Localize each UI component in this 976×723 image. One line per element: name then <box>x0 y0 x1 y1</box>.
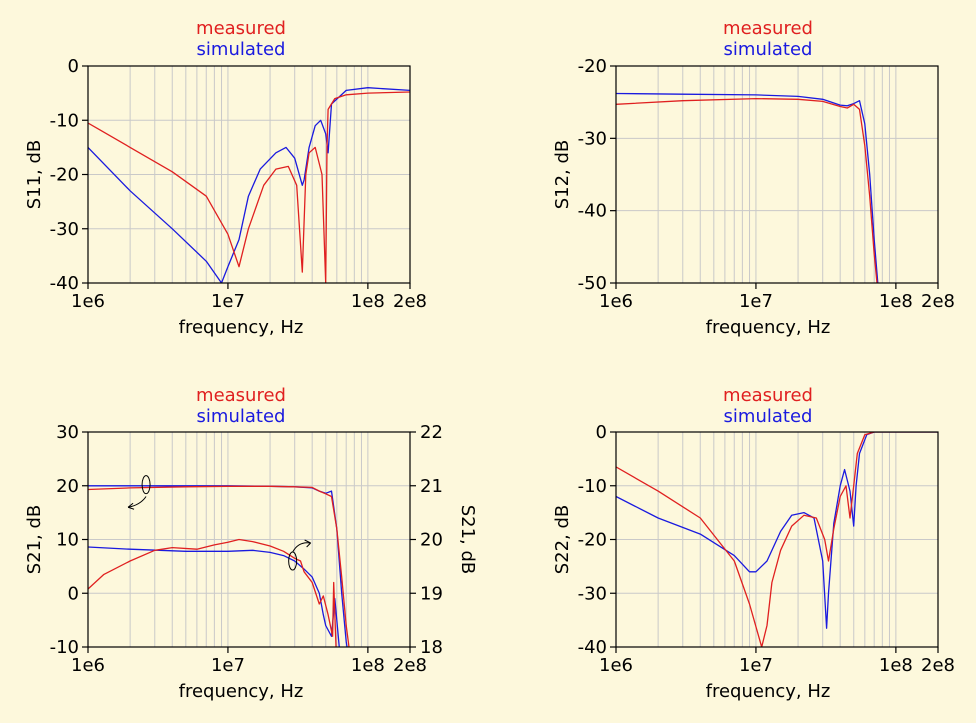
y-tick-label: -40 <box>578 201 607 222</box>
y-right-tick-label: 18 <box>420 637 443 658</box>
legend-simulated: simulated <box>197 406 286 427</box>
y-tick-label: -20 <box>578 56 607 77</box>
legend-simulated: simulated <box>724 406 813 427</box>
x-tick-label: 1e8 <box>879 655 913 676</box>
x-tick-label: 1e8 <box>351 291 385 312</box>
right-axis-marker <box>288 539 311 571</box>
legend-simulated: simulated <box>724 39 813 60</box>
x-tick-label: 1e7 <box>739 291 773 312</box>
y-tick-label: 0 <box>596 422 607 443</box>
y-right-tick-label: 19 <box>420 583 443 604</box>
plot-frame <box>87 65 411 284</box>
series-measured-line <box>616 97 878 283</box>
x-tick-label: 1e8 <box>879 291 913 312</box>
series-simulated-left-line <box>88 485 348 647</box>
y-tick-label: -20 <box>578 530 607 551</box>
y-tick-label: -40 <box>578 637 607 658</box>
x-tick-label: 1e6 <box>71 655 105 676</box>
grid <box>616 432 938 647</box>
y-tick-label: 10 <box>56 530 79 551</box>
series-measured-line <box>88 91 410 283</box>
legend-measured: measured <box>196 18 286 39</box>
x-tick-label: 1e7 <box>211 291 245 312</box>
x-axis-label: frequency, Hz <box>179 317 304 338</box>
x-axis-label: frequency, Hz <box>706 317 831 338</box>
plot-frame <box>87 431 411 648</box>
x-tick-label: 1e7 <box>739 655 773 676</box>
legend-measured: measured <box>723 18 813 39</box>
y-right-tick-label: 21 <box>420 476 443 497</box>
legend-measured: measured <box>196 385 286 406</box>
y-axis-label: S12, dB <box>552 140 573 210</box>
grid <box>88 432 410 647</box>
x-tick-label: 1e7 <box>211 655 245 676</box>
x-tick-label: 2e8 <box>393 291 427 312</box>
y-tick-label: -30 <box>50 219 79 240</box>
y-axis-label: S21, dB <box>24 505 45 575</box>
y-tick-label: -10 <box>50 637 79 658</box>
x-tick-label: 1e8 <box>351 655 385 676</box>
grid <box>616 66 938 283</box>
x-tick-label: 1e6 <box>599 655 633 676</box>
grid <box>88 66 410 283</box>
marker-arrow <box>292 542 311 553</box>
y-axis-label: S22, dB <box>552 505 573 575</box>
series-measured-right-line <box>88 538 337 647</box>
y-tick-label: 0 <box>68 583 79 604</box>
x-axis-label: frequency, Hz <box>706 681 831 702</box>
y-tick-label: -10 <box>578 476 607 497</box>
y-right-axis-label: S21, dB <box>457 505 478 575</box>
y-tick-label: -30 <box>578 583 607 604</box>
marker-arrowhead <box>127 502 135 510</box>
y-axis-label: S11, dB <box>24 140 45 210</box>
x-tick-label: 1e6 <box>599 291 633 312</box>
x-tick-label: 2e8 <box>921 655 955 676</box>
y-tick-label: 0 <box>68 56 79 77</box>
series-simulated-line <box>616 92 879 283</box>
y-tick-label: -20 <box>50 165 79 186</box>
series-simulated-line <box>616 432 938 629</box>
plot-frame <box>615 65 939 284</box>
y-tick-label: 30 <box>56 422 79 443</box>
series-measured-left-line <box>88 485 350 647</box>
left-axis-marker <box>127 475 151 510</box>
y-tick-label: -40 <box>50 273 79 294</box>
marker-arrowhead <box>304 539 311 548</box>
y-right-tick-label: 22 <box>420 422 443 443</box>
series-measured-line <box>616 432 938 647</box>
plot-frame <box>615 431 939 648</box>
chart-s21: 30 20 10 0 -10 22 21 20 19 18 S21, dB 1e6 1e7 1e8 2e8 f… <box>24 385 478 702</box>
marker-ellipse <box>141 475 151 495</box>
y-tick-label: -10 <box>50 110 79 131</box>
y-tick-label: -50 <box>578 273 607 294</box>
y-tick-label: -30 <box>578 128 607 149</box>
y-tick-label: 20 <box>56 476 79 497</box>
x-tick-label: 1e6 <box>71 291 105 312</box>
x-tick-label: 2e8 <box>921 291 955 312</box>
x-tick-label: 2e8 <box>393 655 427 676</box>
marker-arrow <box>127 496 147 508</box>
series-simulated-line <box>88 87 410 283</box>
y-right-tick-label: 20 <box>420 530 443 551</box>
legend-simulated: simulated <box>197 39 286 60</box>
x-axis-label: frequency, Hz <box>179 681 304 702</box>
legend-measured: measured <box>723 385 813 406</box>
